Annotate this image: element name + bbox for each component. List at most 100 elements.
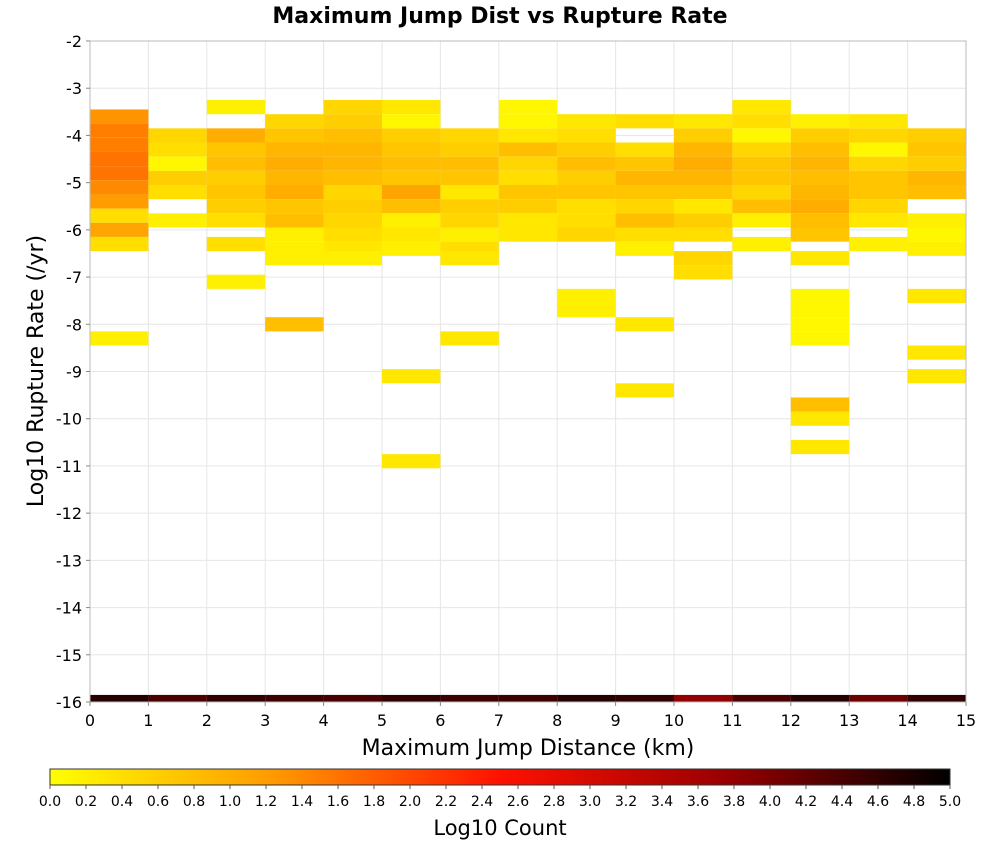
colorbar-tick-label: 3.2 xyxy=(615,794,637,810)
heatmap-cell xyxy=(790,170,850,186)
heatmap-cell xyxy=(615,142,674,157)
heatmap-cell xyxy=(498,185,558,200)
heatmap-cell xyxy=(206,236,266,252)
heatmap-cell xyxy=(148,213,207,228)
colorbar-tick-label: 0.6 xyxy=(147,794,169,810)
heatmap-cell xyxy=(382,185,441,200)
heatmap-cell xyxy=(557,288,616,304)
heatmap-cell xyxy=(615,694,674,702)
heatmap-cell xyxy=(148,156,207,171)
heatmap-cell xyxy=(206,199,266,214)
heatmap-cell xyxy=(90,194,149,209)
colorbar-tick-label: 1.4 xyxy=(291,794,313,810)
heatmap-cell xyxy=(907,128,966,143)
y-tick-label: -13 xyxy=(56,551,82,570)
heatmap-cell xyxy=(674,156,733,171)
heatmap-cell xyxy=(790,288,850,304)
heatmap-cell xyxy=(90,236,149,252)
heatmap-cell xyxy=(440,142,499,157)
colorbar-tick-label: 3.8 xyxy=(723,794,745,810)
heatmap-cell xyxy=(732,236,791,252)
heatmap-cell xyxy=(382,241,441,256)
colorbar-tick-label: 0.0 xyxy=(39,794,61,810)
heatmap-cell xyxy=(907,694,966,702)
heatmap-cell xyxy=(323,170,382,186)
heatmap-cell xyxy=(790,142,850,157)
heatmap-cell xyxy=(498,114,558,129)
x-tick-label: 12 xyxy=(781,711,801,730)
x-tick-label: 6 xyxy=(435,711,445,730)
heatmap-cell xyxy=(90,180,149,195)
heatmap-cell xyxy=(849,694,908,702)
heatmap-cell xyxy=(790,128,850,143)
heatmap-cell xyxy=(674,213,733,228)
heatmap-cell xyxy=(615,227,674,242)
y-axis-ticks: -2 -3 -4 -5 -6 -7 -8 -9 -10 -11 -12 -13 -14 -15 -16 xyxy=(56,32,90,712)
heatmap-cell xyxy=(849,142,908,157)
heatmap-cell xyxy=(790,213,850,228)
heatmap-cell xyxy=(557,128,616,143)
heatmap-cell xyxy=(440,185,499,200)
colorbar-tick-label: 2.2 xyxy=(435,794,457,810)
colorbar-tick-label: 0.8 xyxy=(183,794,205,810)
x-tick-label: 1 xyxy=(143,711,153,730)
heatmap-cell xyxy=(849,236,908,252)
y-tick-label: -8 xyxy=(66,315,82,334)
heatmap-cell xyxy=(732,185,791,200)
heatmap-cell xyxy=(615,170,674,186)
x-tick-label: 11 xyxy=(722,711,742,730)
heatmap-cell xyxy=(382,114,441,129)
heatmap-cell xyxy=(323,128,382,143)
heatmap-cell xyxy=(498,100,558,115)
colorbar-tick-label: 4.6 xyxy=(867,794,889,810)
heatmap-cell xyxy=(90,331,149,346)
heatmap-cell xyxy=(382,156,441,171)
heatmap-cell xyxy=(440,156,499,171)
heatmap-cell xyxy=(790,317,850,332)
x-tick-label: 2 xyxy=(202,711,212,730)
x-tick-label: 13 xyxy=(839,711,859,730)
colorbar-tick-label: 2.6 xyxy=(507,794,529,810)
heatmap-cell xyxy=(790,397,850,412)
heatmap-cell xyxy=(323,142,382,157)
heatmap-cell xyxy=(90,137,149,152)
heatmap-cell xyxy=(265,170,324,186)
y-tick-label: -4 xyxy=(66,126,82,145)
heatmap-cell xyxy=(557,185,616,200)
heatmap-cell xyxy=(732,128,791,143)
heatmap-cell xyxy=(557,142,616,157)
heatmap-cell xyxy=(849,213,908,228)
heatmap-cell xyxy=(148,170,207,186)
heatmap-cell xyxy=(790,694,850,702)
heatmap-cell xyxy=(790,185,850,200)
heatmap-cell xyxy=(615,241,674,256)
heatmap-cell xyxy=(557,199,616,214)
y-tick-label: -5 xyxy=(66,174,82,193)
colorbar-tick-label: 1.6 xyxy=(327,794,349,810)
heatmap-cell xyxy=(265,142,324,157)
heatmap-cell xyxy=(498,156,558,171)
heatmap-cell xyxy=(732,213,791,228)
heatmap-cell xyxy=(265,227,324,242)
heatmap-cell xyxy=(265,128,324,143)
heatmap-cell xyxy=(265,694,324,702)
heatmap-cell xyxy=(557,227,616,242)
heatmap-cell xyxy=(265,185,324,200)
heatmap-cell xyxy=(440,199,499,214)
heatmap-cell xyxy=(732,100,791,115)
heatmap-cell xyxy=(674,199,733,214)
heatmap-cell xyxy=(907,213,966,228)
heatmap-cell xyxy=(498,199,558,214)
heatmap-cell xyxy=(907,170,966,186)
heatmap-cell xyxy=(907,345,966,360)
heatmap-cell xyxy=(265,317,324,332)
heatmap-cell xyxy=(265,213,324,228)
heatmap-cell xyxy=(498,213,558,228)
heatmap-cell xyxy=(90,222,149,237)
heatmap-cell xyxy=(323,213,382,228)
heatmap-cell xyxy=(498,128,558,143)
heatmap-cell xyxy=(148,185,207,200)
heatmap-cell xyxy=(206,128,266,143)
x-tick-label: 3 xyxy=(260,711,270,730)
heatmap-cell xyxy=(615,185,674,200)
